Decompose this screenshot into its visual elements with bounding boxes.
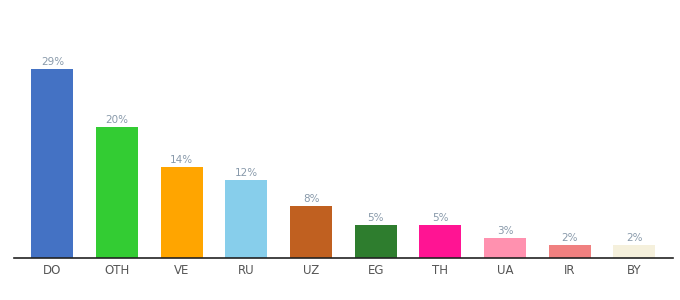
Text: 29%: 29%	[41, 57, 64, 67]
Text: 2%: 2%	[562, 233, 578, 243]
Bar	[549, 245, 591, 258]
Bar	[355, 225, 396, 258]
Text: 8%: 8%	[303, 194, 320, 204]
Bar	[420, 225, 462, 258]
Text: 14%: 14%	[170, 154, 193, 165]
Bar	[290, 206, 332, 258]
Bar	[613, 245, 656, 258]
Text: 2%: 2%	[626, 233, 643, 243]
Text: 5%: 5%	[367, 213, 384, 224]
Bar	[160, 167, 203, 258]
Text: 5%: 5%	[432, 213, 449, 224]
Bar	[96, 128, 138, 258]
Bar	[484, 238, 526, 258]
Bar	[31, 69, 73, 258]
Text: 3%: 3%	[497, 226, 513, 236]
Text: 20%: 20%	[105, 116, 129, 125]
Text: 12%: 12%	[235, 168, 258, 178]
Bar	[225, 180, 267, 258]
